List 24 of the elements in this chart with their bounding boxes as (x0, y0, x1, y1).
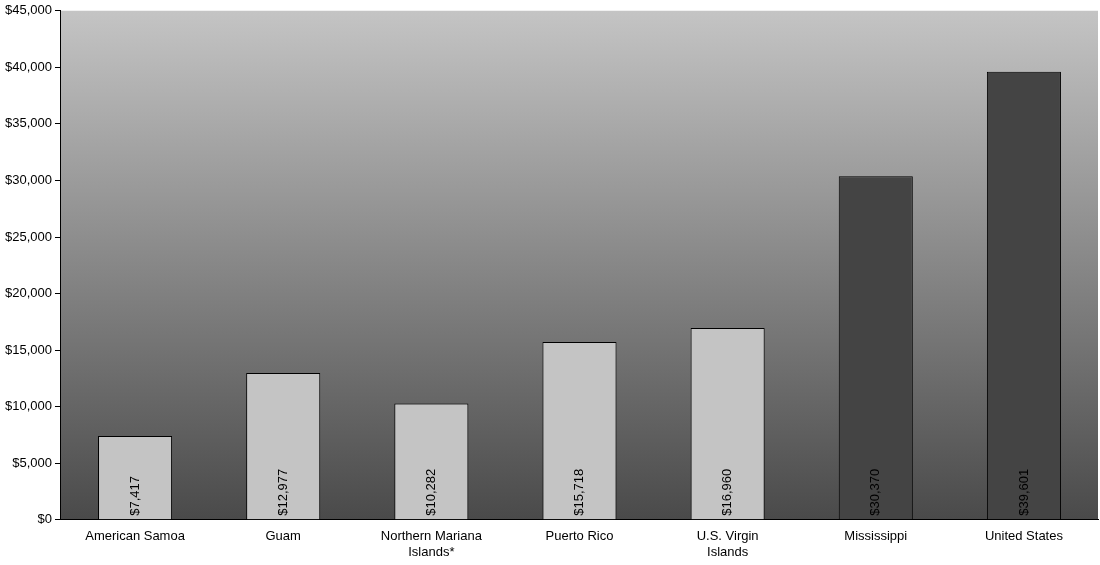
data-label: $16,960 (719, 468, 735, 516)
data-label: $12,977 (274, 468, 290, 516)
y-tick-label: $35,000 (4, 115, 52, 131)
x-tick-label: Northern Mariana Islands* (380, 528, 483, 559)
y-tick-label: $0 (37, 511, 52, 527)
y-tick-label: $10,000 (4, 398, 52, 414)
y-tick-label: $15,000 (4, 341, 52, 357)
y-tick-label: $25,000 (4, 228, 52, 244)
x-tick-label: United States (984, 528, 1064, 544)
data-label: $10,282 (422, 468, 438, 516)
x-tick-label: American Samoa (85, 528, 186, 544)
y-tick-label: $30,000 (4, 172, 52, 188)
data-label: $15,718 (571, 468, 587, 516)
x-tick-label: Puerto Rico (545, 528, 614, 544)
y-tick-label: $45,000 (4, 2, 52, 18)
x-tick-label: U.S. Virgin Islands (696, 528, 759, 559)
data-label: $7,417 (126, 476, 142, 516)
y-tick-label: $5,000 (12, 454, 52, 470)
y-tick-label: $20,000 (4, 285, 52, 301)
data-label: $39,601 (1015, 468, 1031, 516)
y-tick-label: $40,000 (4, 58, 52, 74)
x-tick-label: Mississippi (844, 528, 908, 544)
data-label: $30,370 (867, 468, 883, 516)
x-tick-label: Guam (265, 528, 301, 544)
